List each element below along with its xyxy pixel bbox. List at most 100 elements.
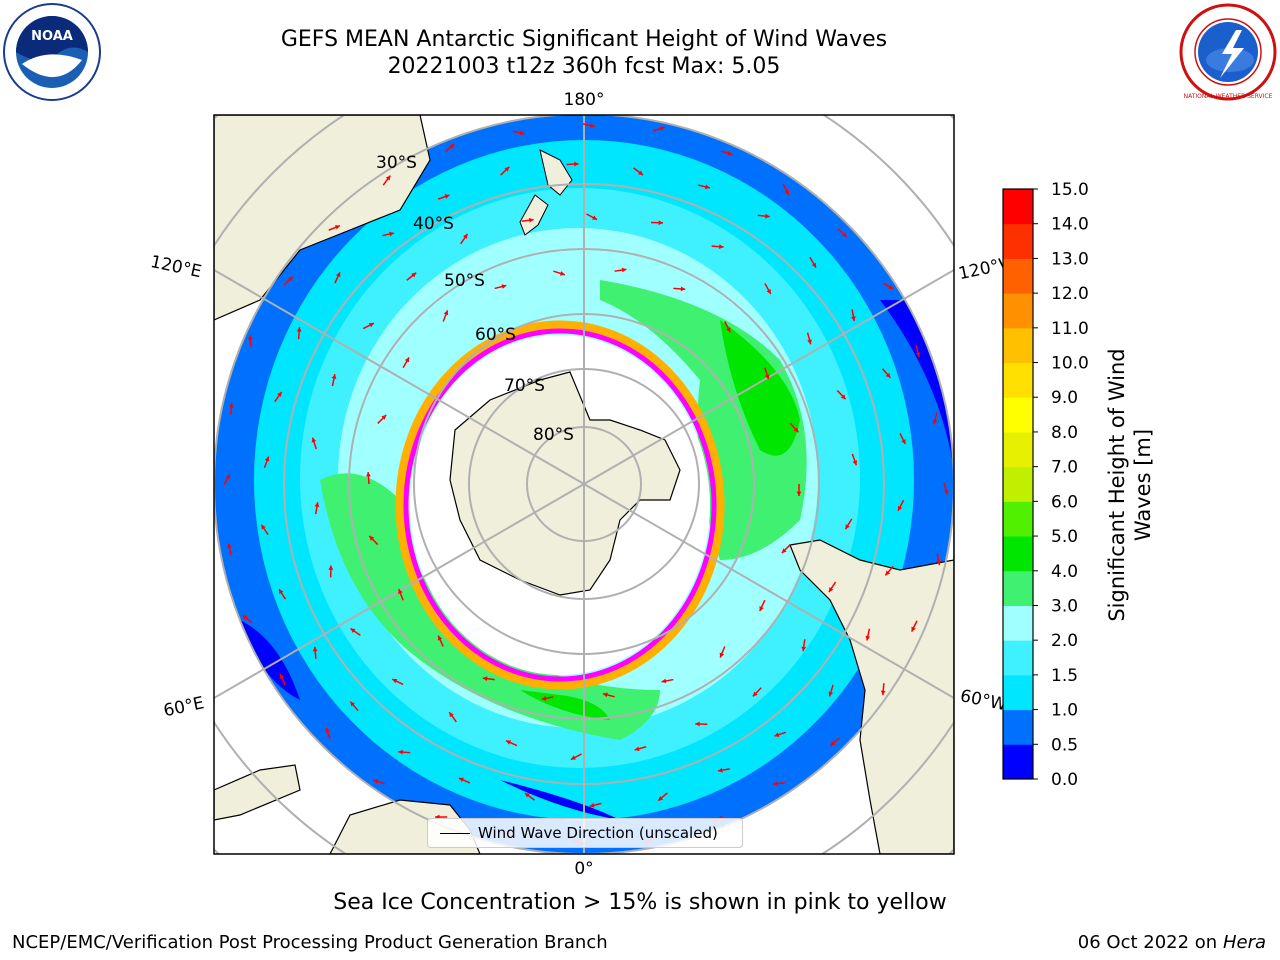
wave-direction-arrow [241, 614, 253, 624]
wave-direction-arrow [328, 565, 334, 578]
wave-direction-arrow [757, 213, 770, 219]
wave-direction-arrow [789, 422, 799, 433]
colorbar-swatch [1003, 327, 1033, 364]
colorbar-swatch [1003, 570, 1033, 606]
wave-direction-arrow [398, 749, 411, 755]
colorbar-tick-label: 3.0 [1051, 596, 1078, 616]
wave-direction-arrow [764, 283, 772, 295]
wave-direction-arrow [932, 412, 938, 425]
credit-left: NCEP/EMC/Verification Post Processing Pr… [12, 932, 608, 953]
wave-direction-arrow [634, 746, 647, 752]
wave-direction-arrow [801, 639, 807, 652]
credit-host: Hera [1222, 932, 1266, 953]
wave-direction-arrow [368, 535, 379, 546]
credit-date: 06 Oct 2022 on [1077, 932, 1223, 953]
graticule [214, 115, 954, 854]
wave-direction-arrow [806, 332, 812, 345]
wave-direction-arrow [325, 727, 331, 740]
wave-direction-arrow [228, 402, 234, 415]
wave-direction-arrow [910, 620, 918, 632]
wave-direction-arrow [494, 284, 507, 290]
wave-direction-arrow [377, 414, 387, 424]
wave-direction-arrow [724, 321, 731, 333]
colorbar-label-line2: Waves [m] [1131, 429, 1155, 541]
wave-direction-arrow [524, 792, 535, 801]
wave-direction-arrow [828, 684, 834, 697]
wave-direction-arrow [915, 345, 921, 358]
colorbar-swatch [1003, 744, 1033, 780]
colorbar-swatch [1003, 640, 1033, 676]
wave-direction-arrow [349, 701, 359, 712]
wave-direction-arrow [500, 166, 510, 176]
wave-direction-arrow [392, 678, 404, 686]
wave-direction-arrow [828, 581, 837, 593]
colorbar-tick-label: 0.5 [1051, 735, 1078, 755]
wave-direction-arrow [373, 779, 386, 785]
wave-direction-arrow [661, 678, 674, 684]
land-madagascar [214, 764, 301, 821]
wave-direction-arrow [697, 184, 710, 190]
lon-label-180: 180° [564, 90, 605, 110]
wave-direction-arrow [312, 646, 318, 659]
wave-direction-arrow [442, 310, 449, 322]
wave-direction-arrow [719, 646, 726, 658]
colorbar: 0.0 0.5 1.0 1.5 2.0 3.0 4.0 5.0 6.0 7.0 8.0 9.0 10.0… [1002, 180, 1089, 790]
wave-direction-arrow [614, 267, 627, 273]
colorbar-tick-label: 11.0 [1051, 319, 1089, 339]
wave-direction-arrow [844, 518, 853, 530]
legend-line-icon [440, 832, 470, 834]
wave-direction-arrow [406, 272, 417, 281]
wave-direction-arrow [633, 167, 644, 176]
lat-label-70s: 70°S [504, 376, 545, 396]
wave-direction-arrow [851, 309, 856, 322]
colorbar-tick-label: 5.0 [1051, 527, 1078, 547]
wave-direction-arrow [274, 391, 283, 403]
colorbar-tick-label: 4.0 [1051, 562, 1078, 582]
colorbar-swatch [1003, 431, 1033, 468]
wave-direction-arrow [437, 635, 444, 647]
wave-direction-arrow [444, 143, 455, 153]
wave-direction-arrow [865, 628, 871, 641]
wave-direction-arrow [512, 130, 525, 136]
wave-direction-arrow [448, 711, 457, 723]
colorbar-tick-label: 2.0 [1051, 631, 1078, 651]
colorbar-tick-label: 15.0 [1051, 180, 1089, 200]
colorbar-tick-label: 9.0 [1051, 388, 1078, 408]
wave-direction-arrow [582, 123, 595, 128]
wave-direction-arrow [311, 437, 317, 450]
wave-direction-arrow [695, 721, 708, 727]
wave-direction-arrow [314, 502, 320, 515]
lon-label-60e: 60°E [162, 693, 206, 721]
colorbar-swatch [1003, 501, 1033, 537]
wave-direction-arrow [589, 802, 602, 808]
wave-direction-arrow [328, 224, 341, 231]
wave-direction-arrow [837, 228, 848, 238]
colorbar-tick-label: 13.0 [1051, 249, 1089, 269]
colorbar-tick-label: 14.0 [1051, 215, 1089, 235]
lon-label-120e: 120°E [149, 252, 204, 282]
wave-direction-arrow [936, 553, 942, 566]
wave-direction-arrow [334, 271, 341, 284]
wave-direction-arrow [899, 433, 907, 445]
colorbar-swatch [1003, 466, 1033, 502]
wave-direction-arrow [482, 676, 495, 682]
wave-direction-arrow [881, 368, 892, 379]
wave-direction-arrow [602, 692, 615, 698]
wave-direction-arrow [278, 588, 287, 600]
colorbar-swatch [1003, 189, 1033, 225]
lat-label-30s: 30°S [376, 153, 417, 173]
wave-direction-arrow [521, 217, 534, 223]
wave-direction-arrow [283, 276, 294, 286]
map-frame [213, 114, 955, 855]
wave-direction-arrow [657, 792, 668, 802]
wave-direction-arrow [398, 588, 404, 601]
wave-direction-arrow [796, 484, 802, 496]
wave-direction-arrow [350, 627, 361, 636]
wave-direction-arrow [362, 322, 375, 330]
wave-direction-arrow [458, 777, 471, 784]
wave-direction-arrow [851, 453, 858, 466]
lat-label-50s: 50°S [444, 271, 485, 291]
wave-direction-arrow [897, 499, 905, 512]
wave-direction-arrow [460, 233, 469, 245]
wave-direction-arrow [553, 270, 566, 276]
